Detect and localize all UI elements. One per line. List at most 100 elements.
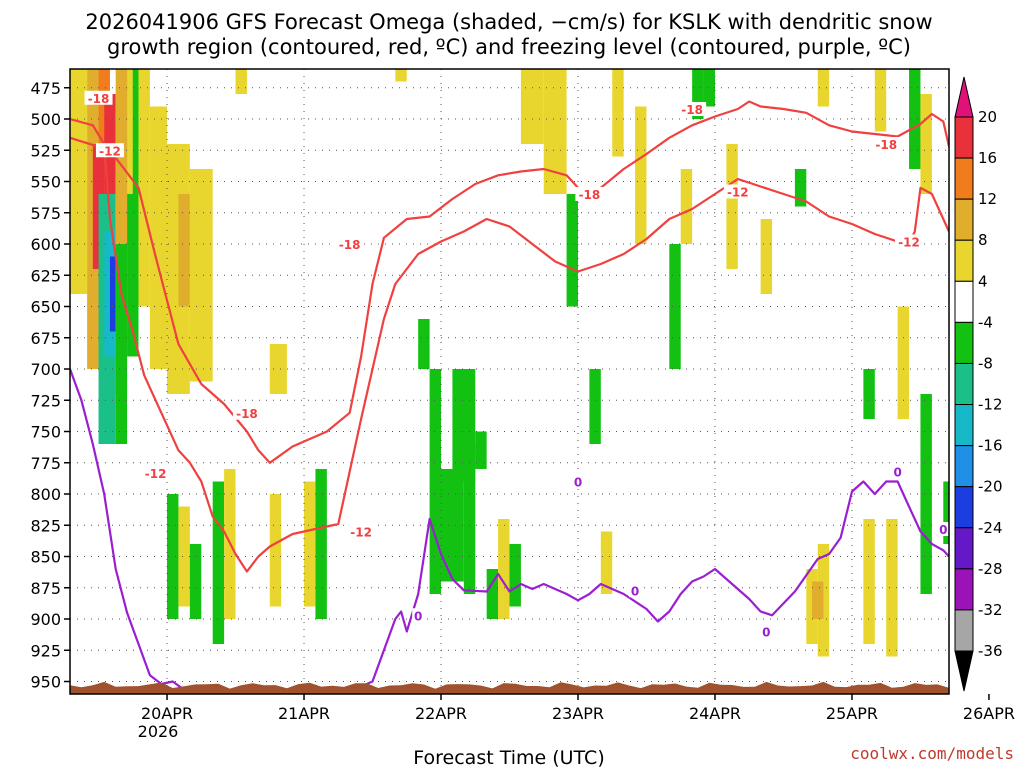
pressure-tick-label: 725: [30, 391, 61, 410]
contour-label-bg: [95, 143, 124, 158]
omega-cell: [315, 469, 327, 619]
omega-cell: [589, 369, 601, 444]
contour-label-bg: [723, 184, 752, 199]
omega-shading: [70, 69, 949, 657]
contour-label-bg: [895, 234, 924, 249]
omega-cell: [441, 469, 464, 582]
colorbar-tick-label: -36: [978, 642, 1003, 660]
omega-cell: [566, 194, 578, 307]
omega-cell: [520, 69, 544, 144]
contour-label: 0: [574, 476, 582, 490]
colorbar-band: [954, 445, 974, 488]
omega-cell: [189, 544, 202, 619]
omega-cell: [600, 531, 613, 594]
time-tick-label: 26APR: [963, 704, 1015, 723]
contour-label: -18: [88, 92, 110, 106]
contour-label-bg: [891, 464, 904, 479]
omega-cell: [115, 244, 128, 444]
pressure-tick-label: 550: [30, 173, 61, 192]
omega-cell: [87, 69, 99, 369]
contour-label-bg: [872, 137, 901, 151]
contour-label: -12: [145, 467, 167, 481]
colorbar-band: [954, 198, 974, 241]
time-tick-label: 23APR: [552, 704, 604, 723]
omega-cell: [109, 256, 116, 332]
pressure-tick-label: 825: [30, 516, 61, 535]
omega-cell: [418, 319, 430, 369]
contour-label: 0: [762, 626, 770, 640]
omega-cell: [92, 144, 105, 269]
omega-cell: [475, 431, 487, 469]
dendritic-contour-minus12: [70, 117, 949, 573]
colorbar-band: [954, 568, 974, 611]
omega-cell: [395, 69, 407, 82]
colorbar-band: [954, 157, 974, 200]
omega-cell: [703, 69, 715, 107]
colorbar-band: [954, 486, 974, 529]
omega-cell: [115, 69, 128, 394]
contour-label-bg: [760, 624, 773, 639]
colorbar-tick-label: -32: [978, 601, 1003, 619]
contour-label: 0: [414, 609, 422, 623]
colorbar-band: [954, 527, 974, 570]
contour-label-bg: [937, 522, 950, 536]
colorbar-tick-label: -28: [978, 560, 1003, 578]
contour-label: 0: [939, 523, 947, 537]
colorbar-band: [954, 321, 974, 364]
contour-label: -12: [727, 186, 749, 200]
colorbar-tick-label: -16: [978, 437, 1003, 455]
plot-frame: [69, 68, 950, 695]
colorbar-bottom-arrow: [954, 650, 974, 692]
time-tick-label: 20APR: [141, 704, 193, 723]
time-tick-label: 24APR: [689, 704, 741, 723]
contour-label-bg: [141, 465, 170, 480]
colorbar-tick-label: -20: [978, 478, 1003, 496]
pressure-tick-label: 875: [30, 579, 61, 598]
omega-cell: [235, 69, 247, 94]
colorbar-tick-label: -12: [978, 396, 1003, 414]
omega-cell: [760, 219, 773, 294]
omega-cell: [863, 519, 875, 644]
pressure-tick-label: 900: [30, 610, 61, 629]
omega-cell: [612, 69, 624, 157]
contour-label: -12: [99, 144, 121, 158]
colorbar-tick-label: -4: [978, 313, 993, 331]
omega-cell: [726, 144, 738, 269]
colorbar: 20 16 12 8 4 -4 -8 -12 -16 -20 -24 -28 -32 -36: [954, 76, 1003, 692]
omega-cell: [817, 69, 830, 107]
omega-cell: [812, 581, 824, 619]
colorbar-band: [954, 362, 974, 406]
omega-cell: [794, 169, 807, 207]
omega-cell: [909, 69, 921, 169]
contour-label: -18: [339, 238, 361, 252]
contour-label: 0: [631, 584, 639, 598]
contour-label-bg: [347, 524, 376, 539]
omega-cell: [429, 369, 442, 594]
colorbar-tick-label: 12: [978, 190, 997, 208]
omega-cell: [486, 569, 499, 619]
contour-label-bg: [678, 102, 707, 116]
omega-cell: [178, 194, 190, 307]
pressure-tick-label: 925: [30, 641, 61, 660]
omega-cell: [498, 519, 510, 619]
colorbar-band: [954, 239, 974, 282]
omega-cell: [304, 481, 316, 607]
pressure-tick-label: 750: [30, 423, 61, 442]
site-credit: coolwx.com/models: [850, 744, 1014, 763]
colorbar-band: [954, 116, 974, 159]
omega-cell: [138, 69, 150, 307]
year-label: 2026: [138, 722, 179, 741]
omega-cell: [127, 69, 133, 194]
colorbar-tick-label: 8: [978, 231, 988, 249]
omega-cell: [167, 494, 179, 619]
omega-cell: [149, 106, 168, 369]
omega-cell: [269, 494, 282, 607]
omega-cell: [463, 444, 476, 594]
pressure-tick-label: 775: [30, 454, 61, 473]
omega-cell: [189, 169, 213, 382]
contour-label-bg: [232, 405, 261, 420]
contour-label: -12: [350, 526, 372, 540]
pressure-tick-label: 700: [30, 360, 61, 379]
pressure-tick-label: 575: [30, 204, 61, 223]
